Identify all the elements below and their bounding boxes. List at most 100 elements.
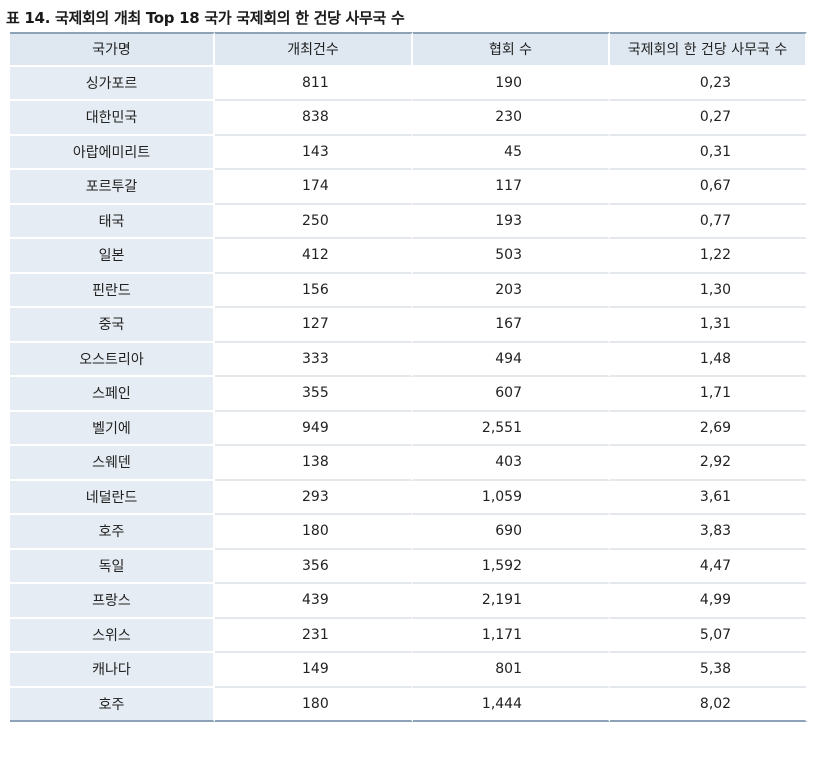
cell-association-count: 1,059 [413, 480, 610, 515]
cell-ratio: 3,61 [610, 480, 807, 515]
cell-ratio: 2,92 [610, 446, 807, 481]
cell-country: 벨기에 [10, 411, 215, 446]
cell-country: 스웨덴 [10, 446, 215, 481]
cell-ratio: 4,47 [610, 549, 807, 584]
cell-meeting-count: 231 [215, 618, 413, 653]
cell-country: 오스트리아 [10, 342, 215, 377]
table-row: 호주 180 690 3,83 [10, 515, 807, 550]
table-row: 독일 356 1,592 4,47 [10, 549, 807, 584]
header-ratio: 국제회의 한 건당 사무국 수 [610, 32, 807, 67]
cell-meeting-count: 156 [215, 273, 413, 308]
table-row: 스위스 231 1,171 5,07 [10, 618, 807, 653]
cell-association-count: 193 [413, 204, 610, 239]
cell-meeting-count: 174 [215, 170, 413, 205]
cell-ratio: 5,38 [610, 653, 807, 688]
table-row: 스페인 355 607 1,71 [10, 377, 807, 412]
cell-meeting-count: 439 [215, 584, 413, 619]
cell-association-count: 190 [413, 66, 610, 101]
cell-ratio: 4,99 [610, 584, 807, 619]
cell-country: 호주 [10, 515, 215, 550]
cell-ratio: 0,23 [610, 66, 807, 101]
cell-ratio: 0,31 [610, 135, 807, 170]
cell-association-count: 690 [413, 515, 610, 550]
cell-ratio: 5,07 [610, 618, 807, 653]
header-association-count: 협회 수 [413, 32, 610, 67]
cell-ratio: 0,27 [610, 101, 807, 136]
cell-country: 태국 [10, 204, 215, 239]
cell-association-count: 2,551 [413, 411, 610, 446]
cell-association-count: 403 [413, 446, 610, 481]
cell-ratio: 8,02 [610, 687, 807, 722]
cell-country: 독일 [10, 549, 215, 584]
cell-ratio: 2,69 [610, 411, 807, 446]
cell-country: 호주 [10, 687, 215, 722]
cell-country: 캐나다 [10, 653, 215, 688]
table-row: 스웨덴 138 403 2,92 [10, 446, 807, 481]
cell-meeting-count: 180 [215, 515, 413, 550]
cell-country: 포르투갈 [10, 170, 215, 205]
cell-meeting-count: 355 [215, 377, 413, 412]
table-row: 핀란드 156 203 1,30 [10, 273, 807, 308]
cell-meeting-count: 143 [215, 135, 413, 170]
table-row: 일본 412 503 1,22 [10, 239, 807, 274]
table-row: 대한민국 838 230 0,27 [10, 101, 807, 136]
cell-ratio: 1,30 [610, 273, 807, 308]
cell-association-count: 1,592 [413, 549, 610, 584]
cell-meeting-count: 333 [215, 342, 413, 377]
cell-meeting-count: 412 [215, 239, 413, 274]
cell-association-count: 801 [413, 653, 610, 688]
cell-ratio: 1,71 [610, 377, 807, 412]
cell-association-count: 167 [413, 308, 610, 343]
cell-country: 아랍에미리트 [10, 135, 215, 170]
cell-association-count: 494 [413, 342, 610, 377]
table-row: 중국 127 167 1,31 [10, 308, 807, 343]
cell-country: 일본 [10, 239, 215, 274]
cell-association-count: 230 [413, 101, 610, 136]
cell-meeting-count: 149 [215, 653, 413, 688]
cell-ratio: 0,67 [610, 170, 807, 205]
meetings-table: 국가명 개최건수 협회 수 국제회의 한 건당 사무국 수 싱가포르 811 190… [10, 32, 807, 722]
cell-association-count: 45 [413, 135, 610, 170]
cell-country: 스위스 [10, 618, 215, 653]
cell-association-count: 503 [413, 239, 610, 274]
header-meeting-count: 개최건수 [215, 32, 413, 67]
table-caption: 표 14. 국제회의 개최 Top 18 국가 국제회의 한 건당 사무국 수 [6, 9, 405, 27]
table-header-row: 국가명 개최건수 협회 수 국제회의 한 건당 사무국 수 [10, 32, 807, 67]
cell-association-count: 2,191 [413, 584, 610, 619]
cell-association-count: 1,444 [413, 687, 610, 722]
table-row: 프랑스 439 2,191 4,99 [10, 584, 807, 619]
table-row: 태국 250 193 0,77 [10, 204, 807, 239]
cell-association-count: 117 [413, 170, 610, 205]
cell-meeting-count: 838 [215, 101, 413, 136]
table-row: 네덜란드 293 1,059 3,61 [10, 480, 807, 515]
cell-meeting-count: 949 [215, 411, 413, 446]
cell-ratio: 0,77 [610, 204, 807, 239]
cell-meeting-count: 811 [215, 66, 413, 101]
cell-ratio: 1,22 [610, 239, 807, 274]
cell-meeting-count: 356 [215, 549, 413, 584]
cell-country: 중국 [10, 308, 215, 343]
cell-association-count: 607 [413, 377, 610, 412]
cell-ratio: 1,31 [610, 308, 807, 343]
cell-country: 핀란드 [10, 273, 215, 308]
cell-meeting-count: 250 [215, 204, 413, 239]
table-row: 싱가포르 811 190 0,23 [10, 66, 807, 101]
cell-association-count: 203 [413, 273, 610, 308]
table-body: 싱가포르 811 190 0,23 대한민국 838 230 0,27 아랍에미리트 143 45 0… [10, 66, 807, 722]
table-row: 포르투갈 174 117 0,67 [10, 170, 807, 205]
table-row: 캐나다 149 801 5,38 [10, 653, 807, 688]
cell-meeting-count: 127 [215, 308, 413, 343]
cell-association-count: 1,171 [413, 618, 610, 653]
cell-country: 스페인 [10, 377, 215, 412]
cell-meeting-count: 180 [215, 687, 413, 722]
cell-meeting-count: 293 [215, 480, 413, 515]
cell-meeting-count: 138 [215, 446, 413, 481]
table-row: 벨기에 949 2,551 2,69 [10, 411, 807, 446]
cell-ratio: 1,48 [610, 342, 807, 377]
cell-ratio: 3,83 [610, 515, 807, 550]
table-row: 호주 180 1,444 8,02 [10, 687, 807, 722]
cell-country: 네덜란드 [10, 480, 215, 515]
table-row: 오스트리아 333 494 1,48 [10, 342, 807, 377]
cell-country: 대한민국 [10, 101, 215, 136]
cell-country: 싱가포르 [10, 66, 215, 101]
